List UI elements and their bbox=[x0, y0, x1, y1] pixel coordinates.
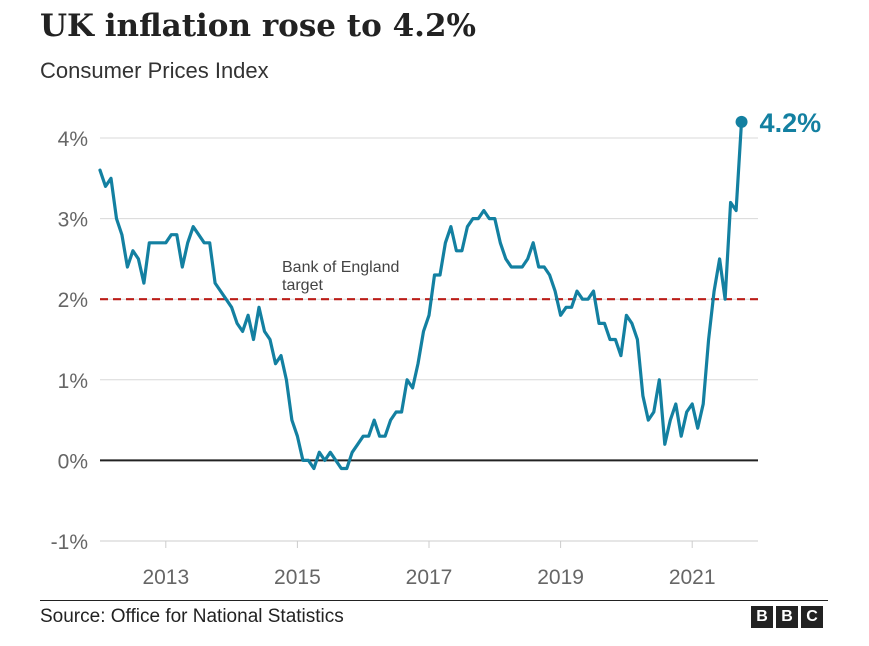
x-axis: 2013 2015 2017 2019 2021 bbox=[100, 540, 758, 589]
series-layer bbox=[98, 115, 748, 471]
y-tick-label: 3% bbox=[58, 209, 88, 232]
bank-of-england-target: Bank of England target bbox=[100, 259, 758, 301]
x-tick-label: 2017 bbox=[406, 566, 453, 589]
y-tick-label: 2% bbox=[58, 289, 88, 312]
logo-letter: C bbox=[801, 606, 823, 628]
cpi-series-line bbox=[98, 120, 744, 471]
latest-value-label: 4.2% bbox=[760, 108, 822, 138]
cpi-line-chart: 4% 3% 2% 1% 0% -1% 2013 2015 2017 2019 2021 Bank … bbox=[51, 108, 822, 589]
target-label-line-2: target bbox=[282, 277, 323, 294]
footer-divider bbox=[40, 600, 828, 601]
source-note: Source: Office for National Statistics bbox=[40, 606, 344, 627]
x-tick-label: 2021 bbox=[669, 566, 716, 589]
y-tick-label: 4% bbox=[58, 128, 88, 151]
x-tick-label: 2015 bbox=[274, 566, 321, 589]
x-tick-label: 2013 bbox=[142, 566, 189, 589]
bbc-logo: B B C bbox=[751, 606, 823, 628]
logo-letter: B bbox=[776, 606, 798, 628]
target-label-line-1: Bank of England bbox=[282, 259, 399, 276]
gridlines bbox=[100, 137, 758, 542]
x-tick-label: 2019 bbox=[537, 566, 584, 589]
chart-title: UK inflation rose to 4.2% bbox=[40, 8, 476, 44]
y-tick-label: 0% bbox=[58, 450, 88, 473]
y-axis-labels: 4% 3% 2% 1% 0% -1% bbox=[51, 128, 88, 554]
y-tick-label: 1% bbox=[58, 370, 88, 393]
y-tick-label: -1% bbox=[51, 531, 88, 554]
latest-value-dot bbox=[735, 115, 748, 128]
logo-letter: B bbox=[751, 606, 773, 628]
chart-subtitle: Consumer Prices Index bbox=[40, 58, 269, 83]
